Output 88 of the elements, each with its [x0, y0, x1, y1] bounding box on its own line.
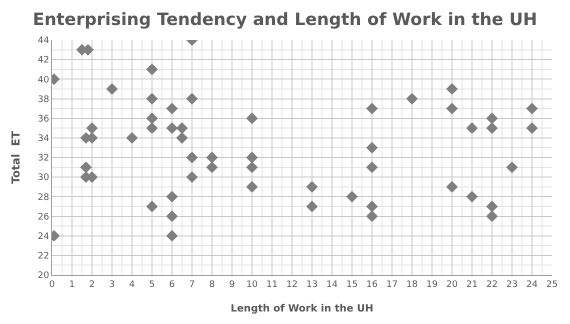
x-tick-label: 18 — [406, 280, 418, 290]
point — [80, 161, 92, 174]
point — [486, 112, 498, 124]
point — [366, 200, 378, 212]
point — [206, 161, 218, 174]
x-tick-label: 3 — [109, 280, 115, 290]
point — [366, 142, 378, 154]
x-tick-label: 15 — [346, 280, 358, 290]
x-tick-label: 4 — [129, 280, 136, 290]
point — [166, 210, 178, 222]
x-tick-label: 12 — [286, 280, 298, 290]
y-tick-label: 28 — [38, 192, 50, 203]
point — [366, 161, 378, 174]
point — [166, 230, 178, 242]
y-tick-label: 26 — [38, 212, 50, 222]
point — [86, 122, 98, 134]
point — [506, 161, 518, 174]
point — [246, 112, 258, 124]
point — [146, 122, 158, 134]
x-axis-title: Length of Work in the UH — [230, 303, 374, 314]
point — [106, 83, 118, 95]
x-tick-label: 1 — [69, 280, 75, 290]
y-tick-label: 38 — [38, 94, 50, 105]
point — [486, 122, 498, 134]
x-tick-label: 16 — [366, 280, 378, 290]
x-tick-label: 2 — [89, 280, 95, 290]
x-tick-label: 24 — [526, 280, 538, 290]
point — [466, 122, 478, 134]
y-tick-label: 20 — [38, 271, 50, 282]
point — [446, 181, 458, 193]
y-tick-label: 34 — [38, 134, 50, 144]
point — [176, 132, 188, 144]
point — [186, 171, 198, 183]
x-tick-label: 17 — [386, 280, 398, 290]
point — [186, 92, 198, 105]
point — [346, 190, 358, 203]
chart-title: Enterprising Tendency and Length of Work in the UH — [32, 10, 538, 30]
point — [126, 132, 138, 144]
point — [446, 83, 458, 95]
y-tick-label: 32 — [38, 154, 50, 164]
point — [366, 102, 378, 114]
x-tick-label: 9 — [229, 280, 236, 290]
point — [486, 200, 498, 212]
x-tick-label: 21 — [466, 280, 478, 290]
x-tick-label: 8 — [209, 280, 216, 290]
point — [466, 190, 478, 203]
y-tick-label: 44 — [38, 36, 50, 46]
point — [246, 181, 258, 193]
point — [246, 152, 258, 164]
y-tick-label: 30 — [38, 173, 50, 184]
point — [446, 102, 458, 114]
x-tick-label: 0 — [49, 280, 56, 290]
y-axis-title: Total ET — [9, 130, 22, 184]
point — [166, 122, 178, 134]
point — [486, 210, 498, 222]
x-tick-label: 10 — [246, 280, 258, 290]
y-tick-label: 42 — [38, 56, 50, 66]
point — [146, 112, 158, 124]
x-tick-label: 22 — [486, 280, 498, 290]
point — [306, 181, 318, 193]
point — [526, 122, 538, 134]
point — [206, 152, 218, 164]
x-tick-label: 23 — [506, 280, 518, 290]
y-tick-label: 36 — [38, 114, 50, 124]
point — [526, 102, 538, 114]
x-tick-label: 19 — [426, 280, 438, 290]
x-tick-label: 13 — [306, 280, 318, 290]
point — [166, 190, 178, 203]
x-tick-label: 20 — [446, 280, 458, 290]
point — [366, 210, 378, 222]
point — [176, 122, 188, 134]
point — [186, 152, 198, 164]
point — [246, 161, 258, 174]
x-tick-label: 11 — [266, 280, 278, 290]
x-tick-label: 14 — [326, 280, 338, 290]
x-tick-label: 25 — [546, 280, 558, 290]
x-tick-label: 7 — [189, 280, 195, 290]
point — [146, 200, 158, 212]
y-tick-label: 40 — [38, 75, 50, 86]
x-tick-label: 5 — [149, 280, 155, 290]
y-tick-label: 24 — [38, 232, 50, 242]
point — [146, 64, 158, 76]
point — [146, 92, 158, 105]
point — [166, 102, 178, 114]
point — [406, 92, 418, 105]
point — [306, 200, 318, 212]
x-tick-label: 6 — [169, 280, 176, 290]
y-tick-label: 22 — [38, 252, 50, 262]
